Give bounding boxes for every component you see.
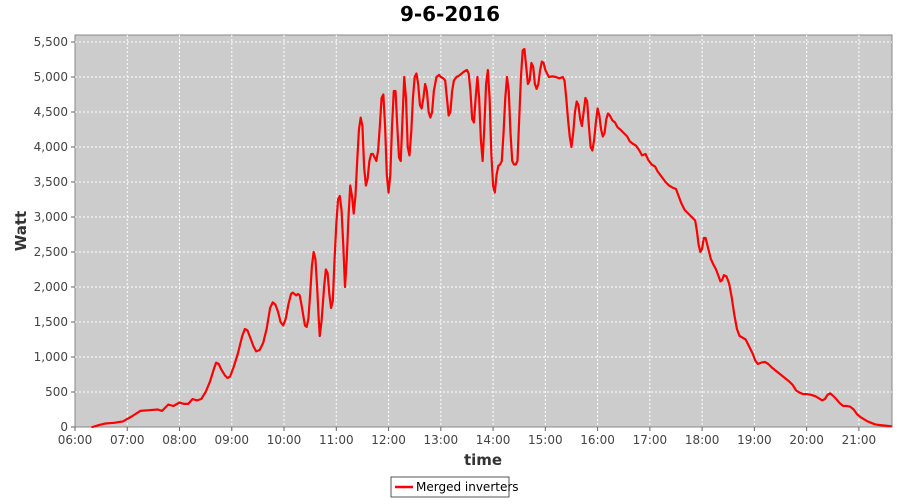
x-tick-label: 07:00 [110, 433, 145, 447]
x-tick-label: 09:00 [214, 433, 249, 447]
x-tick-label: 19:00 [737, 433, 772, 447]
x-tick-label: 20:00 [789, 433, 824, 447]
x-tick-label: 15:00 [528, 433, 563, 447]
y-tick-label: 4,000 [34, 140, 68, 154]
x-tick-label: 11:00 [319, 433, 354, 447]
y-tick-label: 0 [60, 420, 68, 434]
x-tick-label: 21:00 [842, 433, 877, 447]
y-tick-label: 3,500 [34, 175, 68, 189]
gridlines [75, 35, 892, 427]
series-layer [91, 47, 893, 429]
y-axis: 0 500 1,000 1,500 2,000 2,500 3,000 3,500 4,000 4… [34, 35, 75, 434]
legend: Merged inverters [390, 476, 519, 498]
y-tick-label: 2,500 [34, 245, 68, 259]
x-tick-label: 14:00 [476, 433, 511, 447]
plot-area [74, 34, 893, 428]
y-tick-label: 2,000 [34, 280, 68, 294]
y-axis-label: Watt [12, 211, 30, 251]
x-axis: 06:00 07:00 08:00 09:00 10:00 11:00 12:00 13:00… [58, 427, 876, 447]
legend-entry-merged-inverters: Merged inverters [416, 480, 519, 494]
y-tick-label: 4,500 [34, 105, 68, 119]
y-tick-label: 1,000 [34, 350, 68, 364]
x-tick-label: 10:00 [267, 433, 302, 447]
y-tick-label: 5,000 [34, 70, 68, 84]
y-tick-label: 3,000 [34, 210, 68, 224]
x-tick-label: 17:00 [633, 433, 668, 447]
x-tick-label: 08:00 [162, 433, 197, 447]
y-tick-label: 500 [45, 385, 68, 399]
x-tick-label: 18:00 [685, 433, 720, 447]
chart-title: 9-6-2016 [400, 2, 500, 26]
x-tick-label: 16:00 [580, 433, 615, 447]
x-axis-label: time [464, 451, 502, 469]
y-tick-label: 5,500 [34, 35, 68, 49]
x-tick-label: 12:00 [371, 433, 406, 447]
x-tick-label: 06:00 [58, 433, 93, 447]
legend-box [390, 476, 510, 498]
series-line-0 [91, 47, 893, 429]
y-tick-label: 1,500 [34, 315, 68, 329]
x-tick-label: 13:00 [424, 433, 459, 447]
